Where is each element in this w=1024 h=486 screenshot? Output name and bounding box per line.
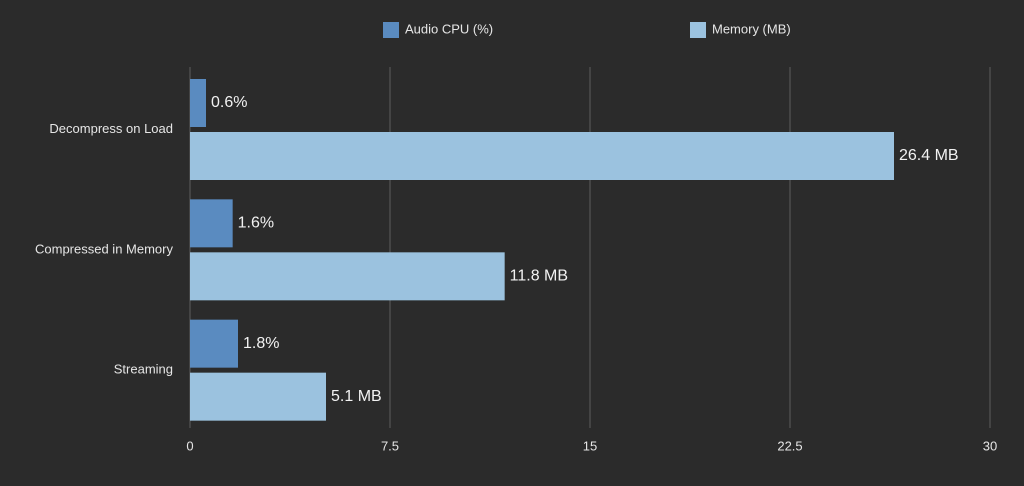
legend-swatch: [383, 22, 399, 38]
y-tick-label: Compressed in Memory: [35, 241, 173, 256]
legend-label: Audio CPU (%): [405, 21, 493, 36]
bar: [190, 319, 238, 368]
y-tick-label: Decompress on Load: [49, 121, 173, 136]
value-label: 0.6%: [211, 94, 247, 111]
value-label: 11.8 MB: [510, 268, 568, 285]
x-tick-label: 0: [186, 438, 193, 453]
legend-label: Memory (MB): [712, 21, 791, 36]
value-label: 1.8%: [243, 335, 279, 352]
x-tick-label: 22.5: [777, 438, 802, 453]
y-tick-label: Streaming: [114, 362, 173, 377]
bar: [190, 372, 326, 421]
x-tick-label: 15: [583, 438, 597, 453]
bar: [190, 199, 233, 248]
x-tick-label: 7.5: [381, 438, 399, 453]
value-label: 26.4 MB: [899, 147, 959, 164]
value-label: 5.1 MB: [331, 388, 382, 405]
legend-swatch: [690, 22, 706, 38]
x-tick-label: 30: [983, 438, 997, 453]
bar: [190, 79, 206, 127]
bar: [190, 252, 505, 301]
value-label: 1.6%: [238, 215, 274, 232]
bar: [190, 132, 894, 180]
